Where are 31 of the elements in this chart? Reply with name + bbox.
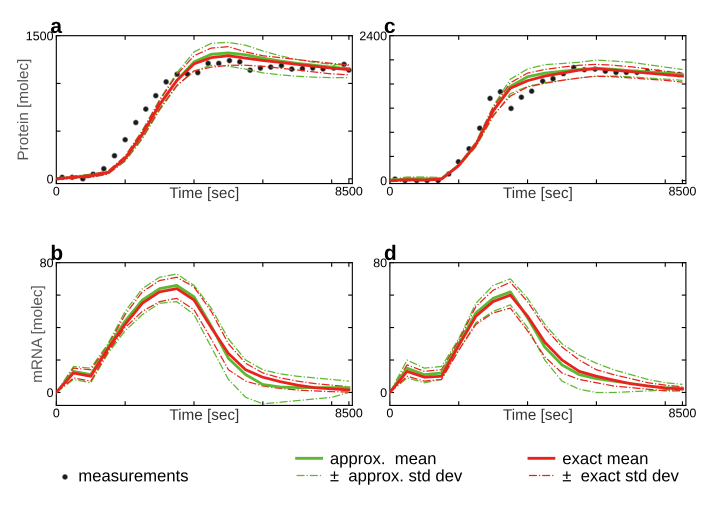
x-tick-label: 0 (386, 408, 393, 418)
x-axis-title: Time [sec] (170, 408, 238, 424)
x-tick-label: 8500 (669, 408, 696, 418)
chart-title: a (51, 22, 62, 34)
chart-title: d (384, 244, 396, 260)
x-tick-label: 8500 (336, 408, 362, 418)
x-axis-title: Time [sec] (503, 408, 572, 424)
legend-label: exact mean (562, 453, 648, 464)
y-tick-label: 80 (40, 258, 54, 268)
y-tick-label: 0 (47, 174, 54, 184)
y-axis-title: Protein [molec] (17, 60, 32, 160)
y-tick-label: 1500 (26, 32, 54, 40)
legend-label: approx. mean (330, 455, 436, 468)
x-tick-label: 8500 (336, 186, 362, 196)
y-axis-title: mRNA [molec] (30, 286, 46, 382)
y-tick-label: 0 (380, 388, 387, 398)
y-tick-label: 2400 (360, 32, 387, 40)
chart-title: c (384, 22, 395, 34)
y-tick-label: 0 (47, 388, 54, 398)
chart-title: b (52, 244, 62, 260)
y-tick-label: 80 (374, 258, 387, 268)
x-tick-label: 8500 (669, 186, 696, 196)
legend-label: ± approx. std dev (330, 469, 462, 485)
legend-label: ± exact std dev (562, 469, 679, 482)
y-tick-label: 0 (380, 176, 387, 186)
x-axis-title: Time [sec] (503, 186, 572, 202)
x-tick-label: 0 (53, 186, 60, 196)
legend-label: measurements (79, 470, 188, 482)
x-axis-title: Time [sec] (170, 186, 238, 202)
x-tick-label: 0 (386, 186, 393, 196)
x-tick-label: 0 (53, 408, 60, 418)
